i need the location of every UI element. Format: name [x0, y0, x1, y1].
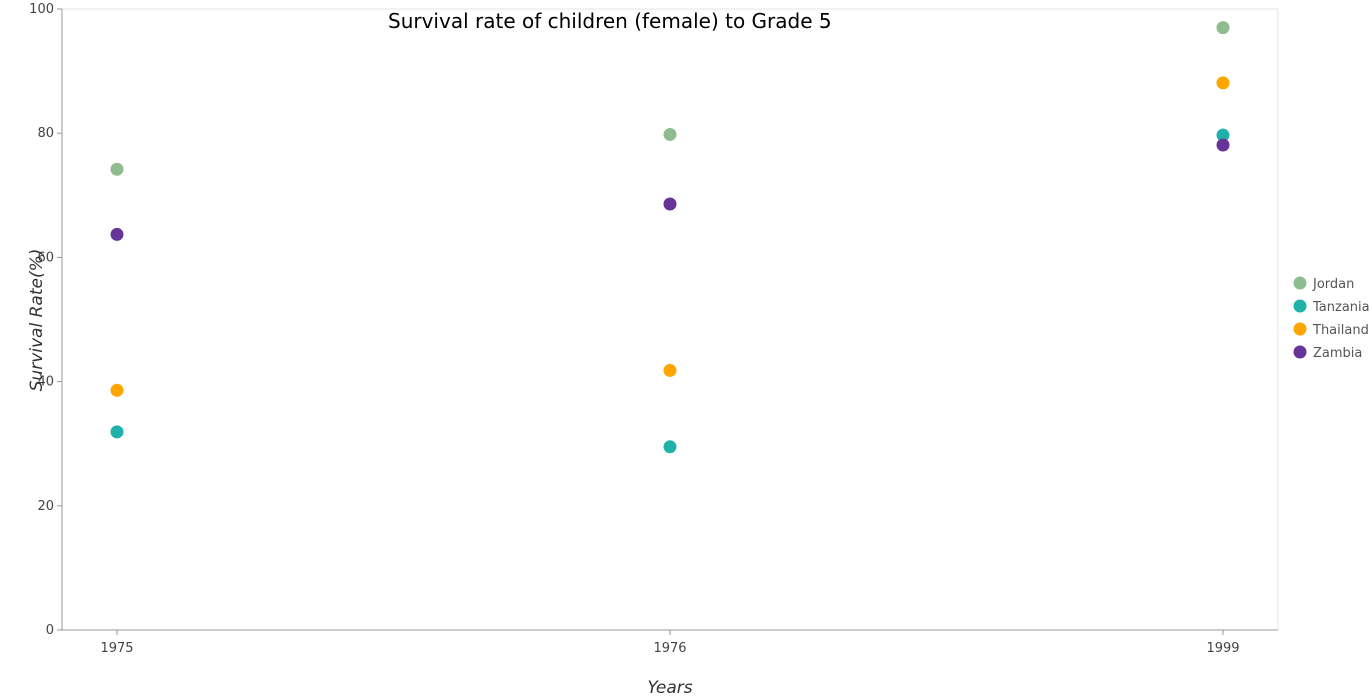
point-thailand-1999: [1216, 76, 1230, 90]
point-tanzania-1975: [110, 425, 124, 439]
legend-label-zambia: Zambia: [1313, 346, 1362, 361]
x-tick-label: 1976: [653, 641, 686, 656]
y-tick-label: 20: [37, 499, 54, 514]
data-points: [110, 21, 1230, 454]
legend-label-tanzania: Tanzania: [1312, 300, 1370, 315]
x-tick-label: 1999: [1206, 641, 1239, 656]
y-tick-label: 40: [37, 375, 54, 390]
legend-label-jordan: Jordan: [1312, 277, 1354, 292]
point-tanzania-1976: [663, 440, 677, 454]
legend-marker-zambia: [1293, 345, 1307, 359]
legend-marker-thailand: [1293, 322, 1307, 336]
point-jordan-1976: [663, 127, 677, 141]
y-tick-label: 100: [29, 2, 54, 17]
y-axis-label: Survival Rate(%): [27, 249, 47, 392]
x-ticks: 1975 1976 1999: [100, 630, 1240, 656]
plot-area: [61, 8, 1279, 631]
point-thailand-1975: [110, 383, 124, 397]
legend: Jordan Tanzania Thailand Zambia: [1293, 276, 1370, 361]
y-tick-label: 80: [37, 126, 54, 141]
y-tick-label: 0: [46, 623, 54, 638]
legend-marker-jordan: [1293, 276, 1307, 290]
x-tick-label: 1975: [100, 641, 133, 656]
point-jordan-1975: [110, 162, 124, 176]
legend-marker-tanzania: [1293, 299, 1307, 313]
point-zambia-1976: [663, 197, 677, 211]
x-axis-label: Years: [647, 678, 692, 698]
chart-title: Survival rate of children (female) to Gr…: [388, 9, 832, 33]
y-tick-label: 60: [37, 250, 54, 265]
point-tanzania-1999: [1216, 128, 1230, 142]
point-zambia-1975: [110, 227, 124, 241]
y-ticks: 0 20 40 60 80 100: [29, 2, 62, 638]
point-jordan-1999: [1216, 21, 1230, 35]
point-zambia-1999: [1216, 138, 1230, 152]
legend-label-thailand: Thailand: [1312, 323, 1369, 338]
point-thailand-1976: [663, 363, 677, 377]
